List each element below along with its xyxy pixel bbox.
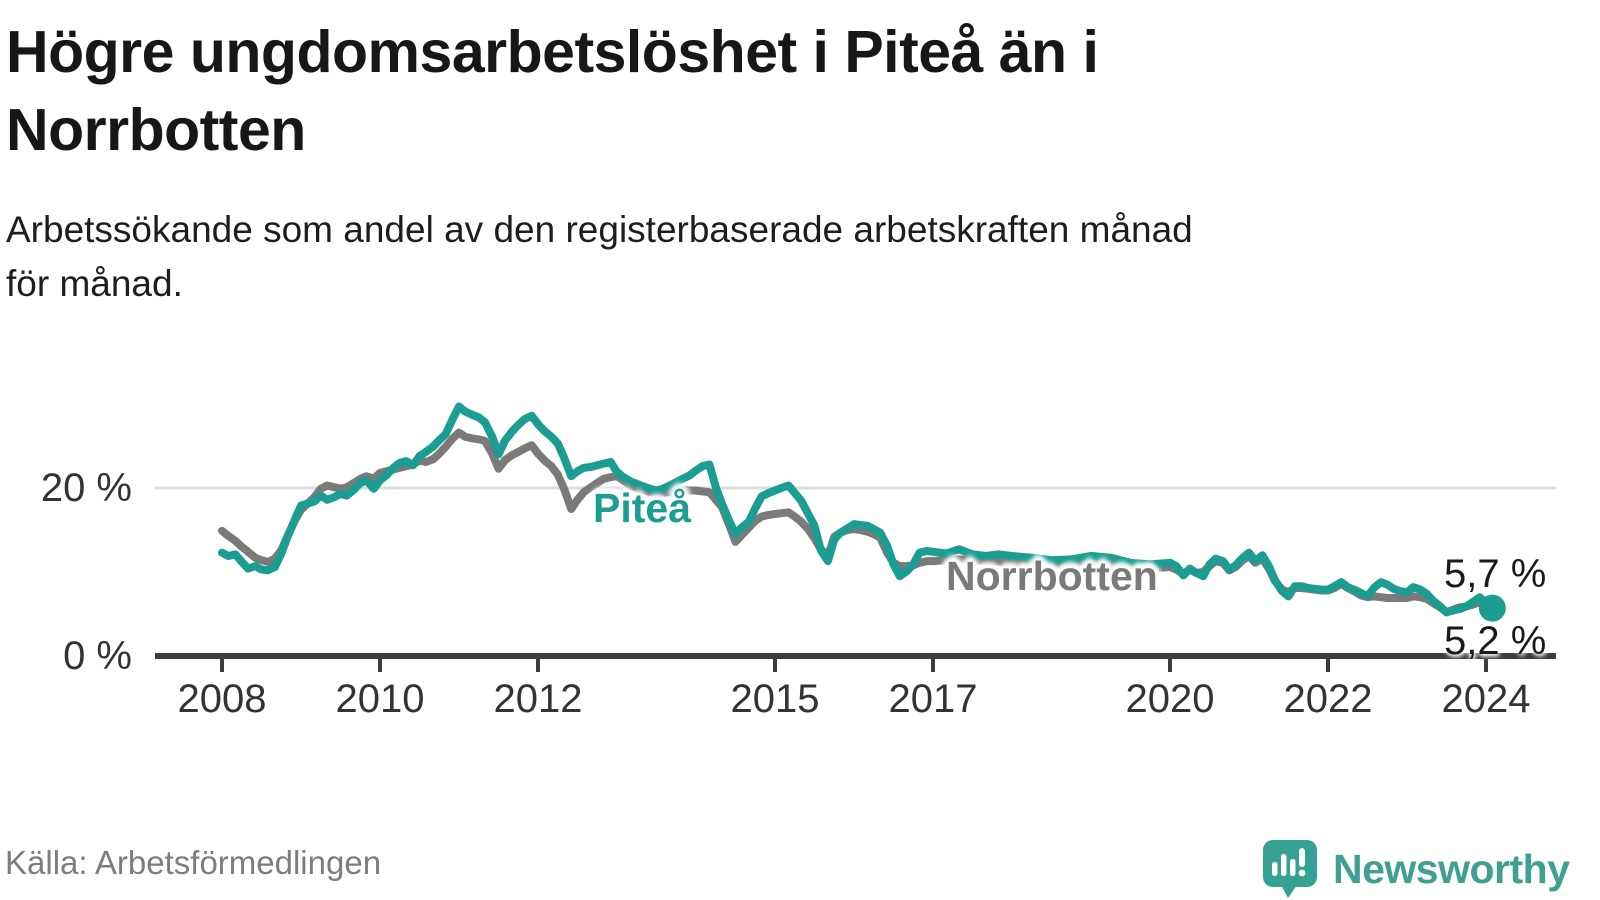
y-axis-label-20: 20 % [40,466,132,510]
pitea-series-label: Piteå [593,485,691,531]
title-line-2: Norrbotten [6,97,306,163]
x-tick-label: 2012 [493,677,583,721]
pitea-end-value: 5,7 % [1444,552,1547,596]
subtitle-line-2: för månad. [6,263,183,304]
x-tick-label: 2017 [888,677,978,721]
page-title: Högre ungdomsarbetslöshet i Piteå än i N… [6,13,1456,169]
source-text: Källa: Arbetsförmedlingen [5,844,382,881]
y-axis-label-0: 0 % [63,634,132,678]
pitea-line [218,402,1497,617]
norrbotten-end-value: 5,2 % [1444,619,1547,663]
newsworthy-logo-icon [1263,840,1317,898]
x-tick-label: 2022 [1283,677,1373,721]
x-tick-label: 2008 [177,677,267,721]
title-line-1: Högre ungdomsarbetslöshet i Piteå än i [6,19,1099,85]
norrbotten-series-label: Norrbotten [946,553,1158,599]
x-tick-label: 2020 [1125,677,1215,721]
x-tick-label: 2015 [730,677,820,721]
x-tick-label: 2010 [335,677,425,721]
chart-subtitle: Arbetssökande som andel av den registerb… [6,203,1546,311]
pitea-end-dot [1478,594,1506,622]
newsworthy-wordmark: Newsworthy [1333,846,1570,892]
subtitle-line-1: Arbetssökande som andel av den registerb… [6,209,1193,250]
newsworthy-logo: Newsworthy [1262,838,1570,900]
x-tick-label: 2024 [1441,677,1531,721]
